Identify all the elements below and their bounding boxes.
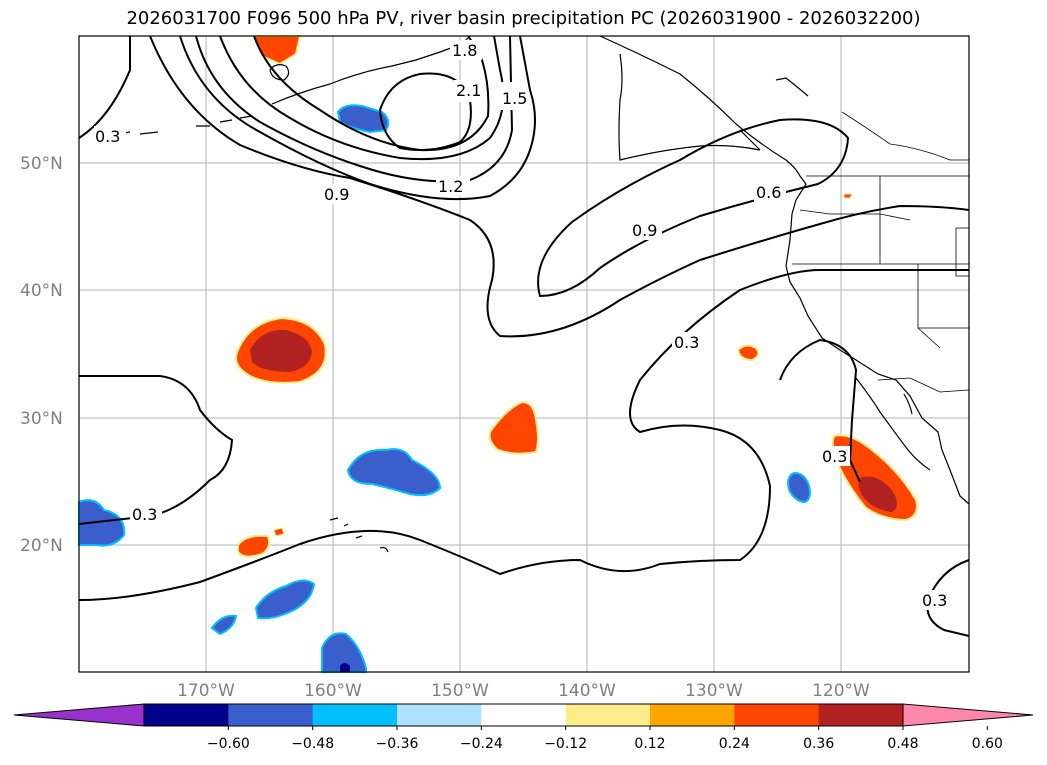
colorbar-segment xyxy=(481,704,567,726)
colorbar-segment xyxy=(14,704,144,726)
pv-contour-0-9 xyxy=(179,35,536,201)
anomaly-positive xyxy=(736,344,760,362)
pv-contour-0-9 xyxy=(537,118,850,298)
colorbar-tick-label: 0.60 xyxy=(972,736,1003,752)
lon-label-170w: 170°W xyxy=(177,681,235,701)
colorbar-segment xyxy=(818,704,904,726)
pv-contour-0-3 xyxy=(78,269,969,601)
colorbar-segment xyxy=(228,704,314,726)
aleutian-chain xyxy=(271,35,471,105)
north-america-coast xyxy=(599,35,970,505)
gulf-coast xyxy=(903,393,913,415)
anomaly-negative xyxy=(78,499,126,547)
colorbar-tick-label: 0.12 xyxy=(634,736,665,752)
contour-label: 2.1 xyxy=(456,81,481,100)
lat-label-30n: 30°N xyxy=(20,409,63,429)
colorbar-tick-label: −0.36 xyxy=(376,736,419,752)
lon-label-130w: 130°W xyxy=(685,681,743,701)
colorbar-segment xyxy=(650,704,735,726)
lon-label-140w: 140°W xyxy=(558,681,616,701)
colorbar-tick-label: 0.36 xyxy=(803,736,834,752)
baja-coast xyxy=(855,377,931,471)
island xyxy=(269,64,290,81)
us-mexico-border xyxy=(877,377,970,393)
colorbar-tick-label: −0.60 xyxy=(207,736,250,752)
state-border xyxy=(879,176,969,349)
anomaly-strong-positive xyxy=(250,329,312,372)
map-panel: 0.3 0.9 1.2 1.5 1.8 2.1 0.6 0.9 0.3 0.3 … xyxy=(78,35,970,673)
anomaly-negative xyxy=(321,632,367,673)
pv-contour-2-1 xyxy=(378,72,472,151)
lat-label-40n: 40°N xyxy=(20,281,63,301)
contour-label: 0.9 xyxy=(632,221,657,240)
state-border xyxy=(955,227,969,277)
colorbar-segment xyxy=(565,704,651,726)
colorbar: −0.60 −0.48 −0.36 −0.24 −0.12 0.12 0.24 0.36 0.4… xyxy=(13,703,1034,752)
anomaly-positive xyxy=(488,400,539,455)
contour-label: 0.3 xyxy=(922,591,947,610)
map-title: 2026031700 F096 500 hPa PV, river basin … xyxy=(126,8,921,29)
gulf-of-alaska-coast xyxy=(618,53,761,161)
colorbar-ticks: −0.60 −0.48 −0.36 −0.24 −0.12 0.12 0.24 0.36 0.4… xyxy=(207,726,1003,752)
anomaly-strong-negative xyxy=(340,663,350,672)
lon-label-120w: 120°W xyxy=(812,681,870,701)
colorbar-tick-label: −0.48 xyxy=(291,736,334,752)
anomaly-positive xyxy=(273,527,285,537)
pv-contour-0-3 xyxy=(78,36,131,139)
hawaii-islands xyxy=(329,517,389,553)
colorbar-segments xyxy=(14,704,1033,726)
lon-axis: 170°W 160°W 150°W 140°W 130°W 120°W xyxy=(177,681,870,701)
anomaly-positive xyxy=(237,534,271,558)
pv-contour-0-3 xyxy=(78,375,234,525)
contour-label: 0.6 xyxy=(756,183,781,202)
colorbar-tick-label: −0.12 xyxy=(544,736,587,752)
colorbar-tick-label: −0.24 xyxy=(460,736,503,752)
lon-label-160w: 160°W xyxy=(304,681,362,701)
colorbar-segment xyxy=(734,704,820,726)
province-border xyxy=(841,111,969,161)
anomaly-negative xyxy=(254,579,316,620)
contour-label: 0.3 xyxy=(674,333,699,352)
anomaly-strong-positive xyxy=(858,476,897,512)
contour-label: 0.9 xyxy=(324,185,349,204)
contour-label: 0.3 xyxy=(822,447,847,466)
pv-contour-1-2 xyxy=(195,35,514,183)
contour-label: 1.2 xyxy=(438,177,463,196)
pv-contour-0-3 xyxy=(779,338,861,483)
anomaly-negative xyxy=(210,614,238,636)
lat-label-50n: 50°N xyxy=(20,154,63,174)
coastlines xyxy=(95,35,970,553)
anomaly-negative xyxy=(336,104,390,134)
anomaly-negative xyxy=(786,472,812,503)
colorbar-outline xyxy=(143,703,904,727)
colorbar-tick-label: 0.48 xyxy=(887,736,918,752)
lon-label-150w: 150°W xyxy=(431,681,489,701)
colorbar-segment xyxy=(903,704,1033,726)
contour-label: 1.5 xyxy=(502,89,527,108)
colorbar-segment xyxy=(312,704,398,726)
contour-label: 0.3 xyxy=(95,127,120,146)
pv-contour-0-3 xyxy=(149,35,970,338)
anomaly-positive xyxy=(843,193,853,199)
contour-label: 1.8 xyxy=(452,41,477,60)
contour-label-group: 0.3 0.9 1.2 1.5 1.8 2.1 0.6 0.9 0.3 0.3 … xyxy=(94,40,950,610)
map-frame xyxy=(78,35,970,673)
colorbar-segment xyxy=(144,704,229,726)
coast-islands xyxy=(739,77,809,151)
lat-axis: 50°N 40°N 30°N 20°N xyxy=(20,154,63,556)
pv-contour-1-5 xyxy=(219,35,505,161)
colorbar-tick-label: 0.24 xyxy=(719,736,750,752)
colorbar-segment xyxy=(397,704,482,726)
contour-label: 0.3 xyxy=(132,505,157,524)
lat-label-20n: 20°N xyxy=(20,536,63,556)
precip-anomalies xyxy=(78,35,918,673)
anomaly-negative xyxy=(346,448,442,497)
borders xyxy=(792,111,970,393)
